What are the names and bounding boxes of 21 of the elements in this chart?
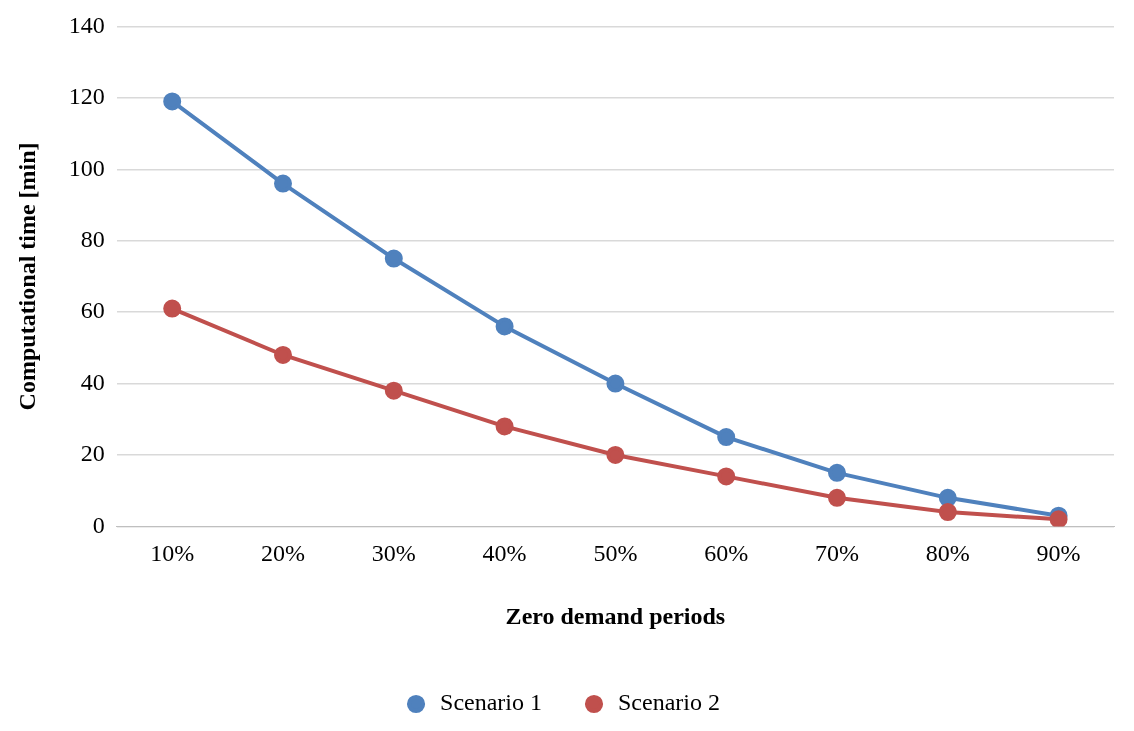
x-tick-label: 30%	[371, 540, 416, 567]
x-tick-label: 70%	[815, 540, 859, 567]
y-tick-label: 60	[80, 297, 105, 324]
legend-label: Scenario 2	[618, 689, 720, 716]
y-tick-label: 140	[68, 11, 105, 38]
x-tick-label: 50%	[593, 540, 638, 567]
y-tick-label: 0	[92, 511, 105, 538]
x-tick-label: 40%	[482, 540, 527, 567]
y-tick-label: 20	[80, 440, 105, 467]
x-tick-label: 90%	[1036, 540, 1081, 567]
y-tick-label: 40	[80, 368, 105, 395]
x-axis-title: Zero demand periods	[505, 602, 726, 629]
legend-label: Scenario 1	[440, 689, 542, 716]
x-tick-label: 10%	[150, 540, 195, 567]
y-axis-title: Computational time [min]	[13, 142, 40, 411]
x-tick-label: 60%	[704, 540, 749, 567]
x-tick-label: 20%	[261, 540, 305, 567]
x-tick-label: 80%	[925, 540, 970, 567]
y-tick-label: 80	[80, 225, 105, 252]
y-tick-label: 120	[68, 83, 105, 110]
y-tick-label: 100	[68, 154, 105, 181]
